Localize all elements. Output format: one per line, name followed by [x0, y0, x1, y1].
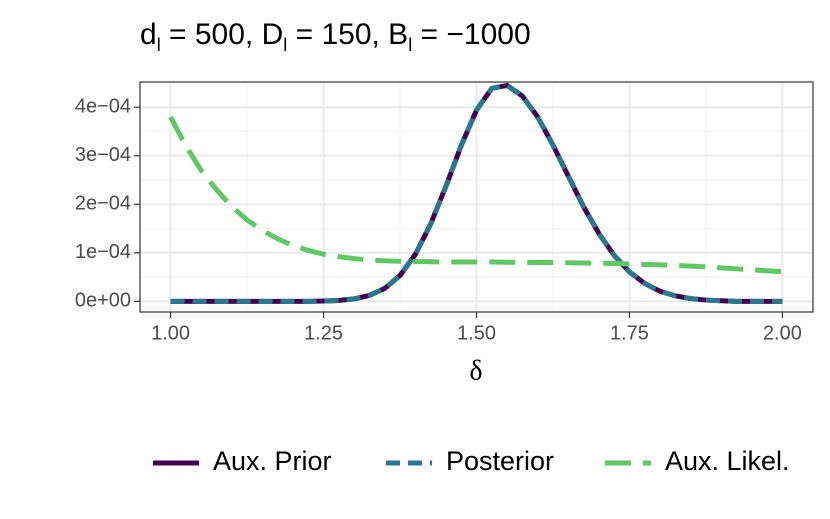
x-tick-label: 1.75: [610, 322, 649, 344]
legend-label: Aux. Likel.: [665, 446, 790, 476]
y-tick-label: 0e+00: [75, 290, 131, 312]
x-tick-label: 1.25: [304, 322, 343, 344]
legend-label: Posterior: [446, 446, 554, 476]
title-text: = 150, B: [287, 18, 408, 51]
x-axis-label: δ: [469, 355, 482, 386]
title-text: = 500, D: [161, 18, 284, 51]
legend-label: Aux. Prior: [213, 446, 332, 476]
title-subscript: l: [283, 35, 287, 55]
title-text: d: [140, 18, 157, 51]
y-tick-label: 3e−04: [75, 144, 131, 166]
series-line: [168, 115, 783, 275]
plot-border: [139, 81, 814, 313]
x-tick-label: 1.00: [151, 322, 190, 344]
title-subscript: l: [408, 35, 412, 55]
series-line: [170, 82, 783, 304]
x-tick-label: 2.00: [763, 322, 802, 344]
chart-title: dl = 500, Dl = 150, Bl = −1000: [140, 18, 531, 55]
x-tick-label: 1.50: [457, 322, 496, 344]
title-text: = −1000: [412, 18, 530, 51]
y-tick-label: 2e−04: [75, 193, 131, 215]
y-tick-label: 4e−04: [75, 96, 131, 118]
title-subscript: l: [157, 35, 161, 55]
y-tick-label: 1e−04: [75, 241, 131, 263]
